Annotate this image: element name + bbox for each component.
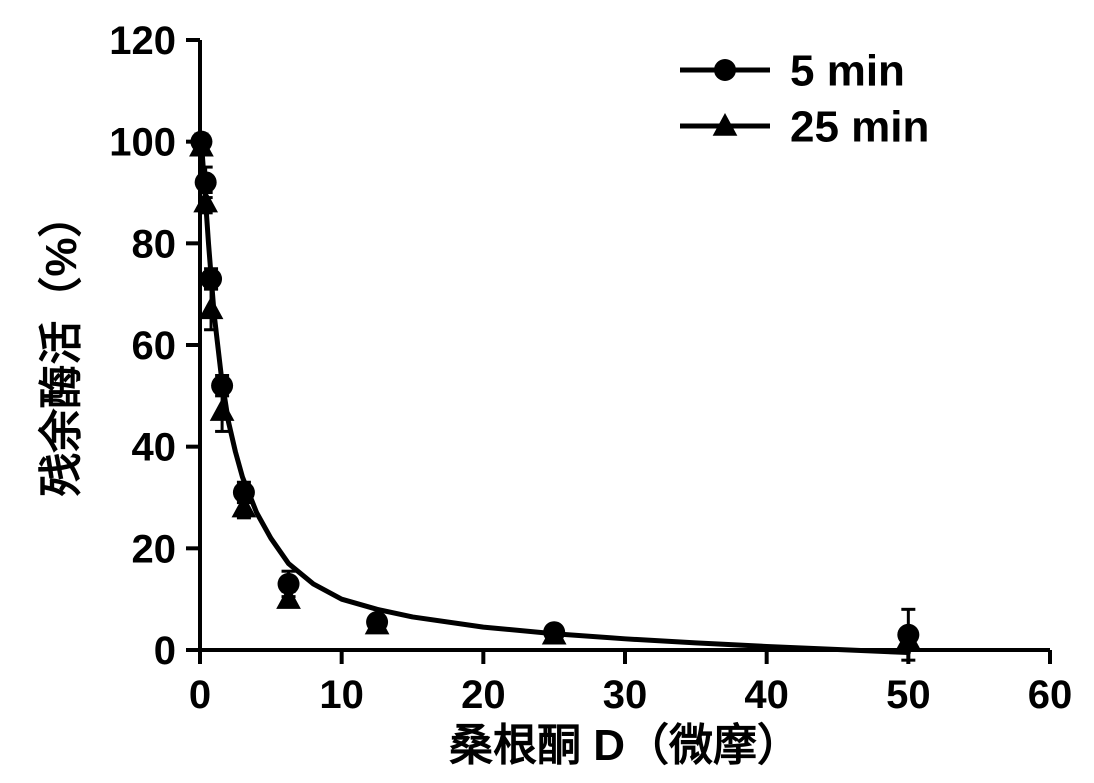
y-tick-label: 20 [132,527,177,571]
y-tick-label: 100 [109,121,176,165]
y-tick-label: 120 [109,19,176,63]
chart-container: 0 10 20 30 40 50 60 桑根酮 D（微摩） 0 20 40 60 80 100 120 残余酶… [0,0,1094,783]
y-tick-label: 0 [154,629,176,673]
y-axis-label: 残余酶活（%） [36,193,86,496]
dose-response-chart: 0 10 20 30 40 50 60 桑根酮 D（微摩） 0 20 40 60 80 100 120 残余酶… [0,0,1094,783]
legend-label: 5 min [790,46,905,95]
x-tick-label: 50 [886,673,931,717]
x-tick-label: 0 [189,673,211,717]
y-tick-label: 80 [132,222,177,266]
x-tick-label: 10 [319,673,364,717]
y-tick-label: 60 [132,324,177,368]
y-tick-label: 40 [132,426,177,470]
x-tick-label: 40 [744,673,789,717]
x-tick-label: 30 [603,673,648,717]
data-point-circle [200,268,222,290]
legend-marker-circle [714,59,736,81]
legend-label: 25 min [790,102,929,151]
x-tick-label: 60 [1028,673,1073,717]
x-axis-label: 桑根酮 D（微摩） [449,721,801,770]
x-tick-label: 20 [461,673,506,717]
